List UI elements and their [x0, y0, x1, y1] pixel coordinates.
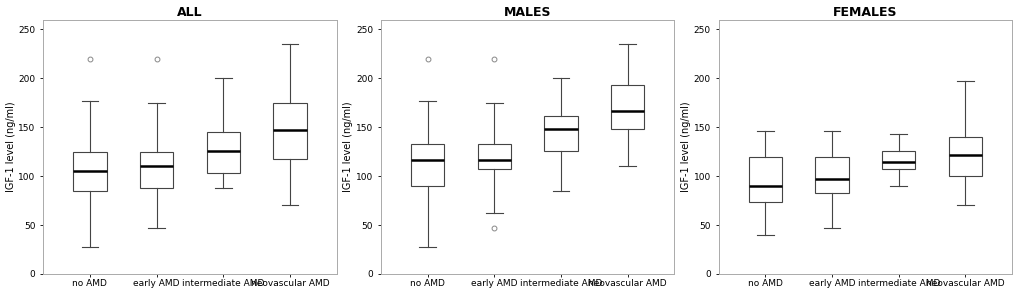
PathPatch shape	[881, 151, 914, 169]
PathPatch shape	[140, 152, 173, 188]
PathPatch shape	[73, 152, 107, 191]
PathPatch shape	[273, 103, 307, 158]
PathPatch shape	[814, 157, 848, 193]
PathPatch shape	[748, 157, 782, 202]
Y-axis label: IGF-1 level (ng/ml): IGF-1 level (ng/ml)	[5, 101, 15, 192]
PathPatch shape	[477, 144, 511, 169]
PathPatch shape	[411, 144, 444, 186]
PathPatch shape	[610, 85, 644, 129]
Y-axis label: IGF-1 level (ng/ml): IGF-1 level (ng/ml)	[343, 101, 353, 192]
Title: FEMALES: FEMALES	[833, 6, 897, 19]
Title: MALES: MALES	[503, 6, 551, 19]
PathPatch shape	[948, 137, 981, 176]
Title: ALL: ALL	[177, 6, 203, 19]
Y-axis label: IGF-1 level (ng/ml): IGF-1 level (ng/ml)	[681, 101, 690, 192]
PathPatch shape	[207, 132, 239, 173]
PathPatch shape	[544, 116, 577, 151]
